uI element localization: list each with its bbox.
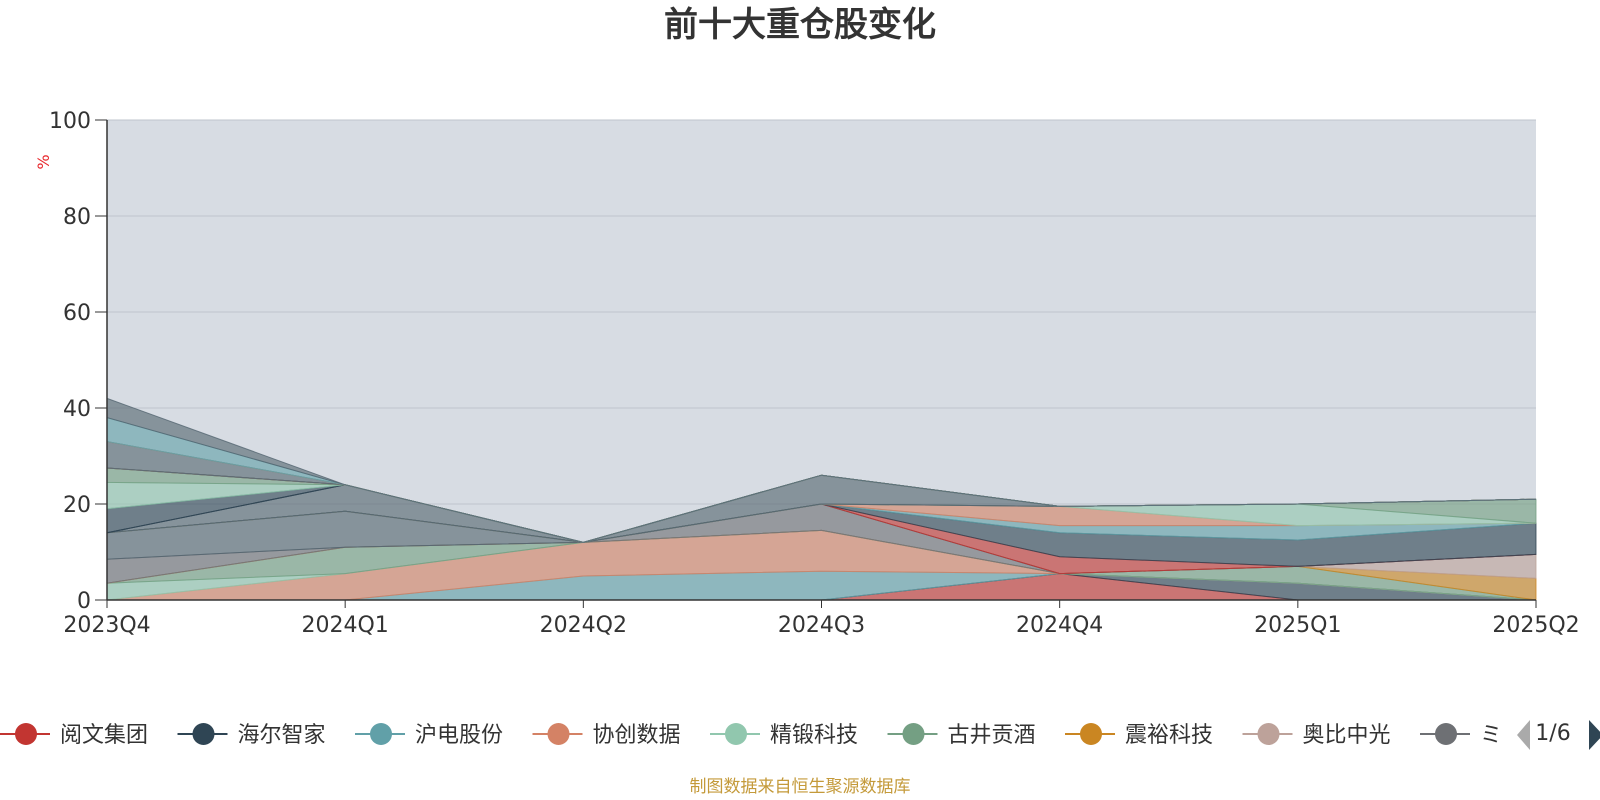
legend-marker <box>15 723 37 745</box>
y-tick-label: 60 <box>63 301 91 326</box>
legend-item[interactable]: 奥比中光 <box>1242 723 1391 748</box>
x-tick-label: 2024Q3 <box>778 613 865 638</box>
legend-marker <box>1257 723 1280 745</box>
y-axis-unit-label: % <box>34 154 53 169</box>
legend-page-indicator: 1/6 <box>1535 721 1570 746</box>
legend-label: 古井贡酒 <box>948 723 1036 748</box>
stacked-area-series <box>106 397 1537 601</box>
legend-label: 海尔智家 <box>238 723 326 748</box>
legend-label: 协创数据 <box>593 723 681 748</box>
y-tick-label: 20 <box>63 493 91 518</box>
legend-marker <box>1080 723 1102 745</box>
legend-prev-arrow-icon[interactable] <box>1517 720 1530 750</box>
legend-item[interactable]: 古井贡酒 <box>887 723 1036 748</box>
legend-marker <box>192 723 215 745</box>
legend-label: 奥比中光 <box>1303 723 1391 748</box>
x-tick-label: 2024Q1 <box>302 613 389 638</box>
y-tick-label: 80 <box>63 205 91 230</box>
legend-label: 阅文集团 <box>60 723 148 748</box>
legend-item[interactable]: 阅文集团 <box>0 723 148 748</box>
legend-next-arrow-icon[interactable] <box>1589 720 1600 750</box>
legend-label: 精锻科技 <box>770 723 858 748</box>
legend-item[interactable]: 精锻科技 <box>710 723 858 748</box>
legend-marker <box>370 723 392 745</box>
legend-item[interactable]: 震裕科技 <box>1065 723 1213 748</box>
legend-item-truncated[interactable]: ミ <box>1420 723 1502 748</box>
legend-marker <box>1435 723 1457 745</box>
x-tick-label: 2025Q2 <box>1492 613 1579 638</box>
legend-label: 震裕科技 <box>1125 723 1213 748</box>
legend[interactable]: 阅文集团 海尔智家 沪电股份 协创数据 精锻科技 古井贡酒 震裕科技 奥比中光 ミ <box>0 723 1502 748</box>
chart-title: 前十大重仓股变化 <box>664 5 936 45</box>
x-tick-label: 2024Q2 <box>540 613 627 638</box>
legend-item[interactable]: 沪电股份 <box>355 723 503 748</box>
legend-item[interactable]: 协创数据 <box>532 723 681 748</box>
x-tick-label: 2024Q4 <box>1016 613 1103 638</box>
legend-item[interactable]: 海尔智家 <box>177 723 326 748</box>
legend-label: ミ <box>1480 723 1502 748</box>
axes: 0 20 40 60 80 100 2023Q4 2024Q1 2024Q2 2024Q3 2024… <box>49 109 1580 638</box>
y-tick-label: 40 <box>63 397 91 422</box>
y-tick-label: 0 <box>77 589 91 614</box>
legend-marker <box>725 723 747 745</box>
area-series[interactable] <box>106 397 1537 543</box>
x-tick-label: 2025Q1 <box>1254 613 1341 638</box>
y-tick-label: 100 <box>49 109 91 134</box>
legend-pager: 1/6 <box>1517 720 1600 750</box>
legend-marker <box>547 723 570 745</box>
legend-marker <box>902 723 925 745</box>
x-tick-label: 2023Q4 <box>63 613 150 638</box>
data-source-note: 制图数据来自恒生聚源数据库 <box>690 777 911 797</box>
legend-label: 沪电股份 <box>415 723 503 748</box>
